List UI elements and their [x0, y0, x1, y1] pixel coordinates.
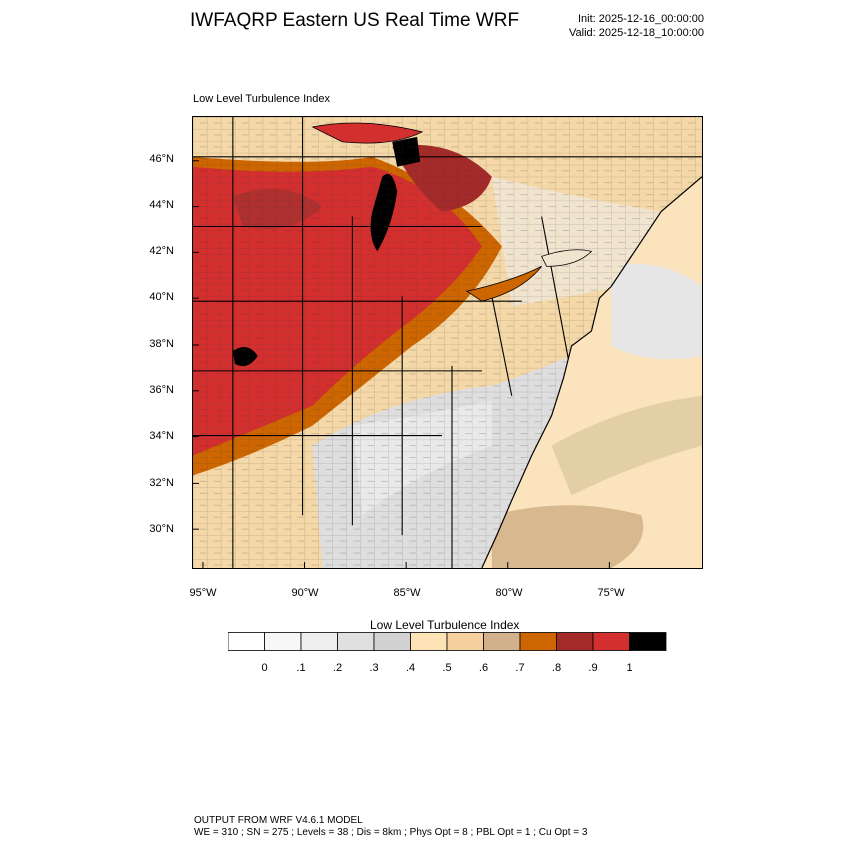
lon-label-90: 90°W [291, 587, 319, 599]
init-time: Init: 2025-12-16_00:00:00 [578, 13, 704, 25]
lat-label-46: 46°N [149, 153, 174, 165]
colorbar-tick-label: 1 [626, 662, 633, 674]
colorbar-box-1 [264, 632, 302, 651]
colorbar-box-10 [592, 632, 630, 651]
lat-label-30: 30°N [149, 523, 174, 535]
lon-label-75: 75°W [597, 587, 625, 599]
colorbar-box-6 [446, 632, 484, 651]
lat-label-32: 32°N [149, 477, 174, 489]
figure-title: IWFAQRP Eastern US Real Time WRF [190, 10, 520, 31]
colorbar [228, 632, 667, 651]
ocean-tan-band [551, 395, 702, 496]
colorbar-box-3 [337, 632, 375, 651]
lat-label-38: 38°N [149, 338, 174, 350]
colorbar-box-7 [483, 632, 521, 651]
colorbar-box-5 [410, 632, 448, 651]
lon-label-80: 80°W [495, 587, 523, 599]
lat-label-36: 36°N [149, 384, 174, 396]
colorbar-tick-label: .3 [369, 662, 379, 674]
colorbar-box-8 [519, 632, 557, 651]
colorbar-tick-label: .1 [296, 662, 306, 674]
lon-label-95: 95°W [189, 587, 217, 599]
lake-superior [311, 122, 424, 144]
colorbar-tick-label: .8 [551, 662, 562, 674]
turbulence-map [192, 116, 703, 569]
colorbar-tick-label: .4 [405, 662, 416, 674]
ocean-gray-patch [611, 263, 702, 360]
ocean-tan-south [491, 505, 644, 568]
colorbar-tick-label: .6 [478, 662, 489, 674]
colorbar-tick-label: .2 [332, 662, 343, 674]
footer-config: WE = 310 ; SN = 275 ; Levels = 38 ; Dis … [194, 827, 588, 838]
lat-label-42: 42°N [149, 245, 174, 257]
lake-ontario [541, 249, 593, 267]
colorbar-tick-label: .5 [442, 662, 452, 674]
colorbar-box-0 [228, 632, 265, 651]
colorbar-box-9 [556, 632, 594, 651]
lat-label-34: 34°N [149, 430, 174, 442]
axis-ticks [193, 160, 610, 568]
colorbar-box-11 [629, 632, 667, 651]
colorbar-tick-label: 0 [261, 662, 268, 674]
colorbar-title: Low Level Turbulence Index [370, 618, 520, 632]
colorbar-box-2 [300, 632, 338, 651]
lon-label-85: 85°W [393, 587, 421, 599]
colorbar-box-4 [373, 632, 411, 651]
lake-erie [465, 265, 542, 302]
state-boundaries [193, 117, 702, 568]
colorbar-tick-label: .7 [515, 662, 525, 674]
valid-time: Valid: 2025-12-18_10:00:00 [569, 27, 704, 39]
plot-label: Low Level Turbulence Index [193, 93, 330, 105]
colorbar-tick-label: .9 [588, 662, 598, 674]
footer-model: OUTPUT FROM WRF V4.6.1 MODEL [194, 815, 363, 826]
lat-label-44: 44°N [149, 199, 174, 211]
coastline [481, 176, 702, 568]
lat-label-40: 40°N [149, 291, 174, 303]
